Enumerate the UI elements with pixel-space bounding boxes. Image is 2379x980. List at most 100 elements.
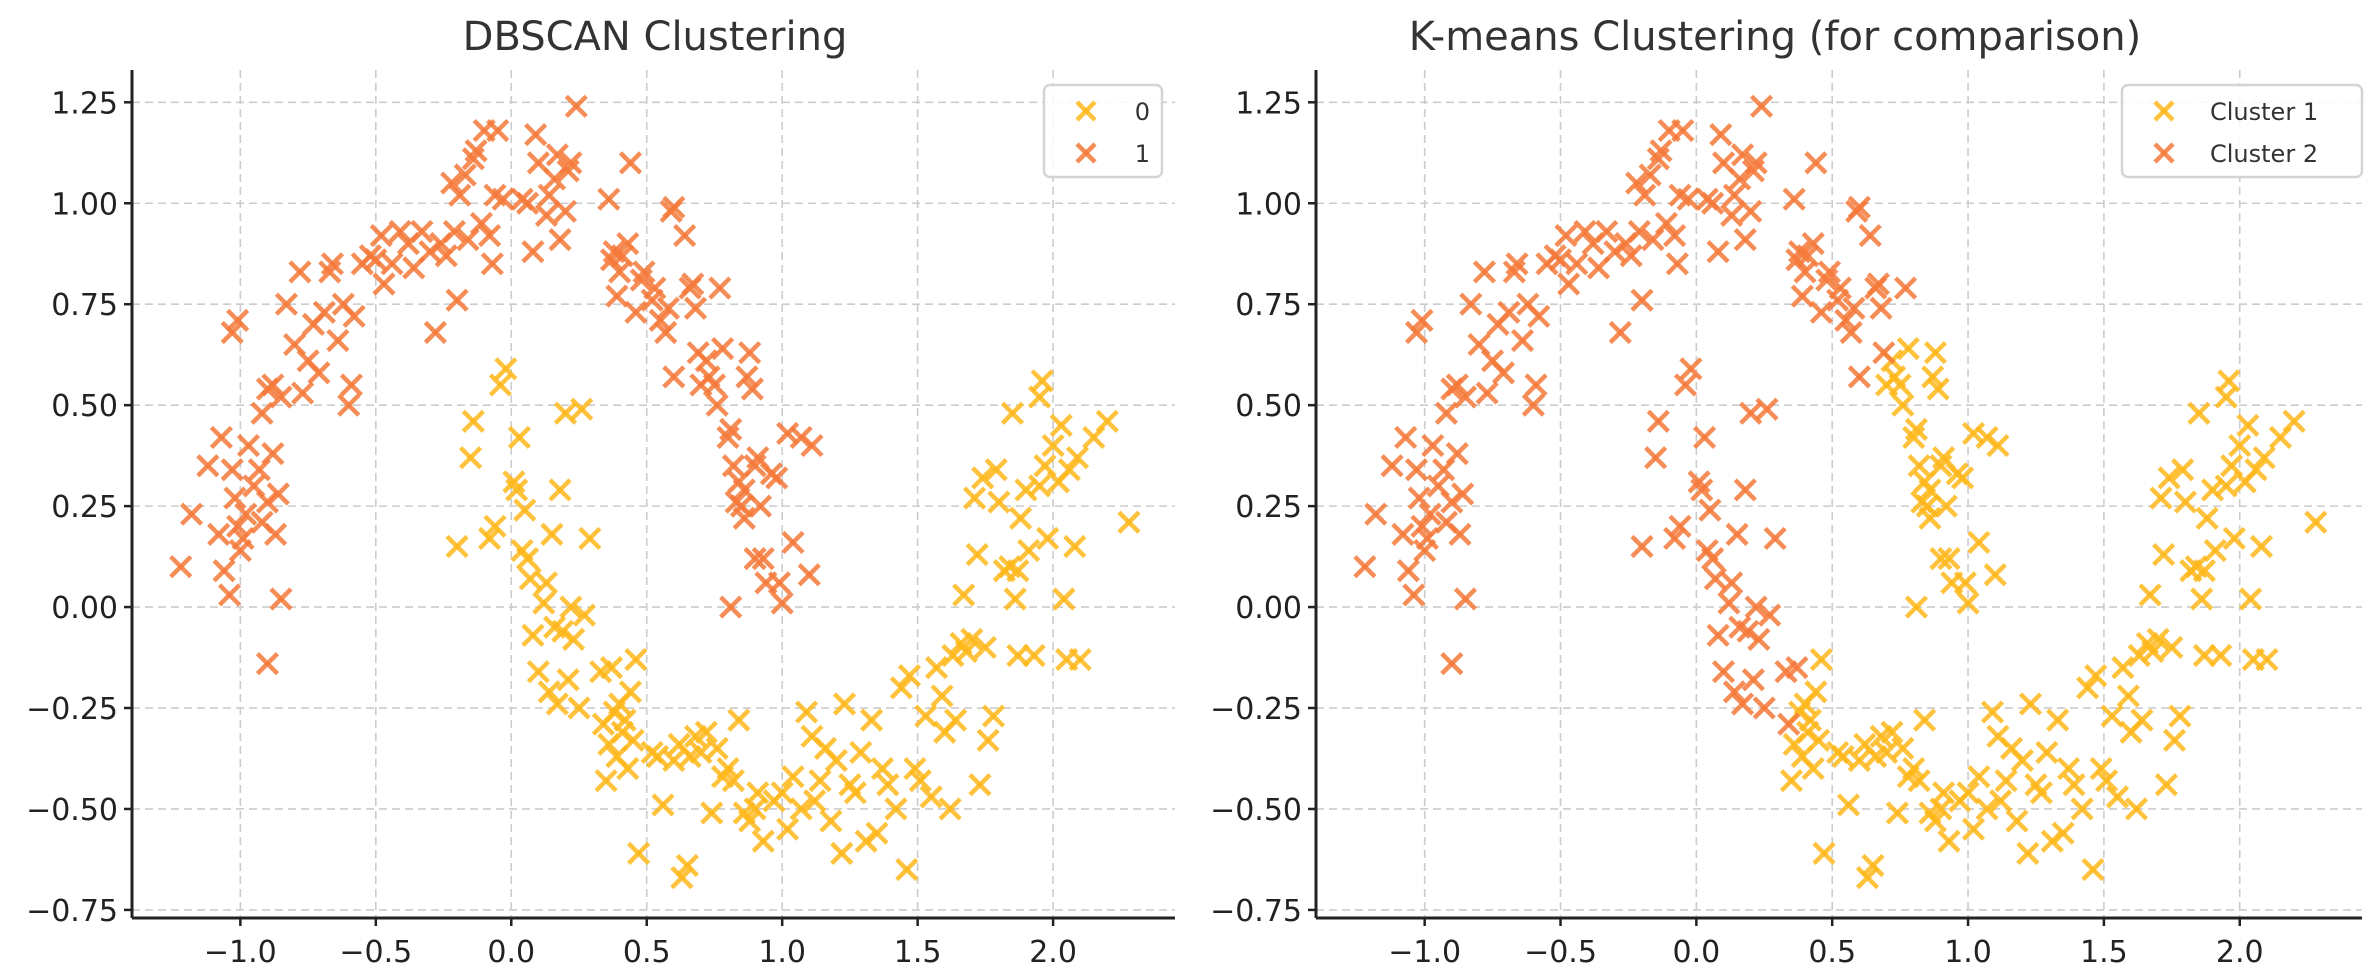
data-point-cluster-0 (919, 785, 943, 809)
data-point-cluster-1 (770, 591, 794, 615)
data-point-cluster-1 (1608, 320, 1632, 345)
data-point-cluster-1 (1646, 409, 1670, 433)
data-point-cluster-0 (599, 656, 624, 680)
data-point-cluster-1 (1744, 595, 1768, 619)
data-point-cluster-1 (765, 466, 789, 490)
data-point-cluster-1 (1557, 272, 1581, 296)
data-point-cluster-0 (488, 373, 513, 397)
data-point-cluster-1 (662, 195, 686, 219)
data-point-cluster-0 (616, 756, 640, 781)
x-tick-label: 0.0 (1673, 935, 1721, 970)
data-point-cluster-1 (1497, 300, 1521, 324)
data-point-cluster-1 (342, 304, 366, 328)
data-point-cluster-1 (545, 143, 569, 167)
data-point-cluster-1 (1858, 223, 1882, 248)
data-point-cluster-0 (1836, 793, 1861, 817)
data-point-cluster-0 (1068, 647, 1092, 672)
data-point-cluster-1 (616, 232, 640, 256)
data-point-cluster-1 (1472, 260, 1497, 284)
data-point-cluster-0 (776, 817, 800, 841)
legend-label: Cluster 1 (2210, 98, 2318, 126)
data-point-cluster-1 (1554, 223, 1578, 248)
data-point-cluster-0 (1980, 700, 2005, 724)
data-point-cluster-0 (2005, 809, 2029, 833)
data-point-cluster-1 (1676, 187, 1700, 211)
data-point-cluster-1 (326, 328, 350, 353)
data-point-cluster-1 (288, 260, 312, 284)
data-point-cluster-0 (618, 680, 643, 704)
data-point-cluster-1 (410, 219, 434, 244)
data-point-cluster-1 (269, 385, 293, 409)
data-point-cluster-1 (231, 526, 255, 551)
data-point-cluster-0 (2124, 797, 2149, 821)
y-tick-label: −0.75 (26, 894, 118, 929)
data-point-cluster-1 (1565, 252, 1589, 276)
data-point-cluster-1 (1475, 381, 1499, 405)
data-point-cluster-0 (567, 696, 591, 720)
data-point-cluster-0 (738, 809, 762, 833)
data-point-cluster-0 (1896, 337, 1920, 361)
data-point-cluster-1 (1527, 304, 1551, 328)
data-point-cluster-0 (627, 841, 651, 865)
data-point-cluster-0 (987, 490, 1011, 514)
y-tick-label: 0.00 (51, 591, 118, 626)
data-point-cluster-0 (1951, 466, 1975, 490)
data-point-cluster-1 (1847, 195, 1871, 219)
data-point-cluster-1 (1717, 591, 1741, 615)
data-point-cluster-0 (984, 458, 1008, 482)
data-point-cluster-1 (1638, 163, 1662, 187)
data-point-cluster-0 (694, 720, 718, 744)
data-point-cluster-0 (1986, 433, 2010, 458)
chart-title: DBSCAN Clustering (463, 14, 848, 60)
data-point-cluster-1 (226, 514, 250, 538)
data-point-cluster-0 (889, 676, 913, 700)
data-point-cluster-0 (2154, 773, 2178, 797)
legend: Cluster 1 Cluster 2 (2120, 83, 2364, 179)
data-point-cluster-1 (1453, 385, 1478, 409)
data-point-cluster-0 (1929, 547, 1953, 571)
data-point-cluster-0 (461, 409, 485, 433)
data-point-cluster-1 (524, 123, 548, 147)
data-point-cluster-1 (1396, 559, 1420, 583)
data-point-cluster-0 (1812, 841, 1836, 865)
y-tick-label: 1.00 (51, 187, 118, 222)
data-point-cluster-1 (255, 652, 280, 676)
data-point-cluster-0 (483, 514, 507, 538)
data-point-cluster-1 (648, 308, 672, 332)
data-point-cluster-1 (1407, 486, 1431, 510)
data-point-cluster-1 (1453, 587, 1478, 611)
y-tick-label: 1.25 (51, 86, 118, 121)
data-point-cluster-0 (1907, 454, 1931, 478)
data-point-cluster-1 (223, 486, 247, 510)
data-point-cluster-1 (521, 240, 545, 264)
data-point-cluster-0 (721, 769, 746, 793)
data-point-cluster-1 (708, 276, 732, 300)
data-point-cluster-1 (364, 248, 388, 272)
data-point-cluster-1 (1747, 627, 1771, 651)
data-point-cluster-1 (534, 203, 559, 227)
data-point-cluster-1 (220, 320, 244, 345)
data-point-cluster-1 (735, 365, 759, 389)
x-tick-label: 2.0 (2216, 935, 2264, 970)
data-point-cluster-1 (423, 320, 448, 345)
data-point-cluster-0 (613, 708, 637, 732)
data-point-cluster-0 (594, 769, 618, 793)
data-point-cluster-1 (1510, 328, 1535, 353)
data-point-cluster-1 (486, 118, 510, 143)
data-point-cluster-0 (478, 526, 502, 551)
y-tick-label: 0.25 (1235, 490, 1302, 525)
data-point-cluster-0 (1921, 365, 1945, 389)
data-point-cluster-1 (1834, 308, 1858, 332)
data-point-cluster-1 (1872, 341, 1896, 365)
data-point-cluster-1 (1445, 442, 1469, 466)
data-point-cluster-0 (526, 660, 550, 684)
data-point-cluster-0 (1779, 769, 1804, 793)
data-point-cluster-1 (1491, 361, 1516, 385)
legend-label: Cluster 2 (2210, 140, 2318, 168)
data-point-cluster-0 (553, 401, 578, 425)
data-point-cluster-1 (710, 337, 735, 361)
data-point-cluster-1 (1630, 288, 1654, 312)
data-point-cluster-1 (705, 393, 729, 417)
data-point-cluster-1 (480, 252, 504, 276)
